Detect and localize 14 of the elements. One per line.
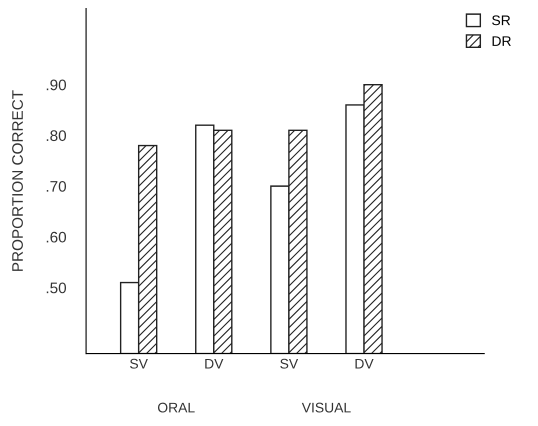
y-tick-label: .60: [46, 232, 66, 243]
legend-label: DR: [492, 36, 511, 46]
x-tick-label: DV: [205, 358, 224, 369]
text: ORAL: [158, 402, 195, 413]
y-tick-label: .50: [46, 282, 66, 294]
text: VISUAL: [302, 402, 351, 413]
y-tick-label: .80: [46, 130, 66, 142]
legend-label: SR: [492, 15, 510, 26]
x-tick-label: SV: [130, 358, 148, 369]
x-tick-label: DV: [356, 358, 374, 369]
y-tick-label: .90: [46, 80, 66, 90]
x-tick-label: SV: [280, 358, 298, 369]
y-tick-label: .70: [46, 180, 66, 192]
y-axis-title: PROPORTION CORRECT: [12, 90, 23, 271]
